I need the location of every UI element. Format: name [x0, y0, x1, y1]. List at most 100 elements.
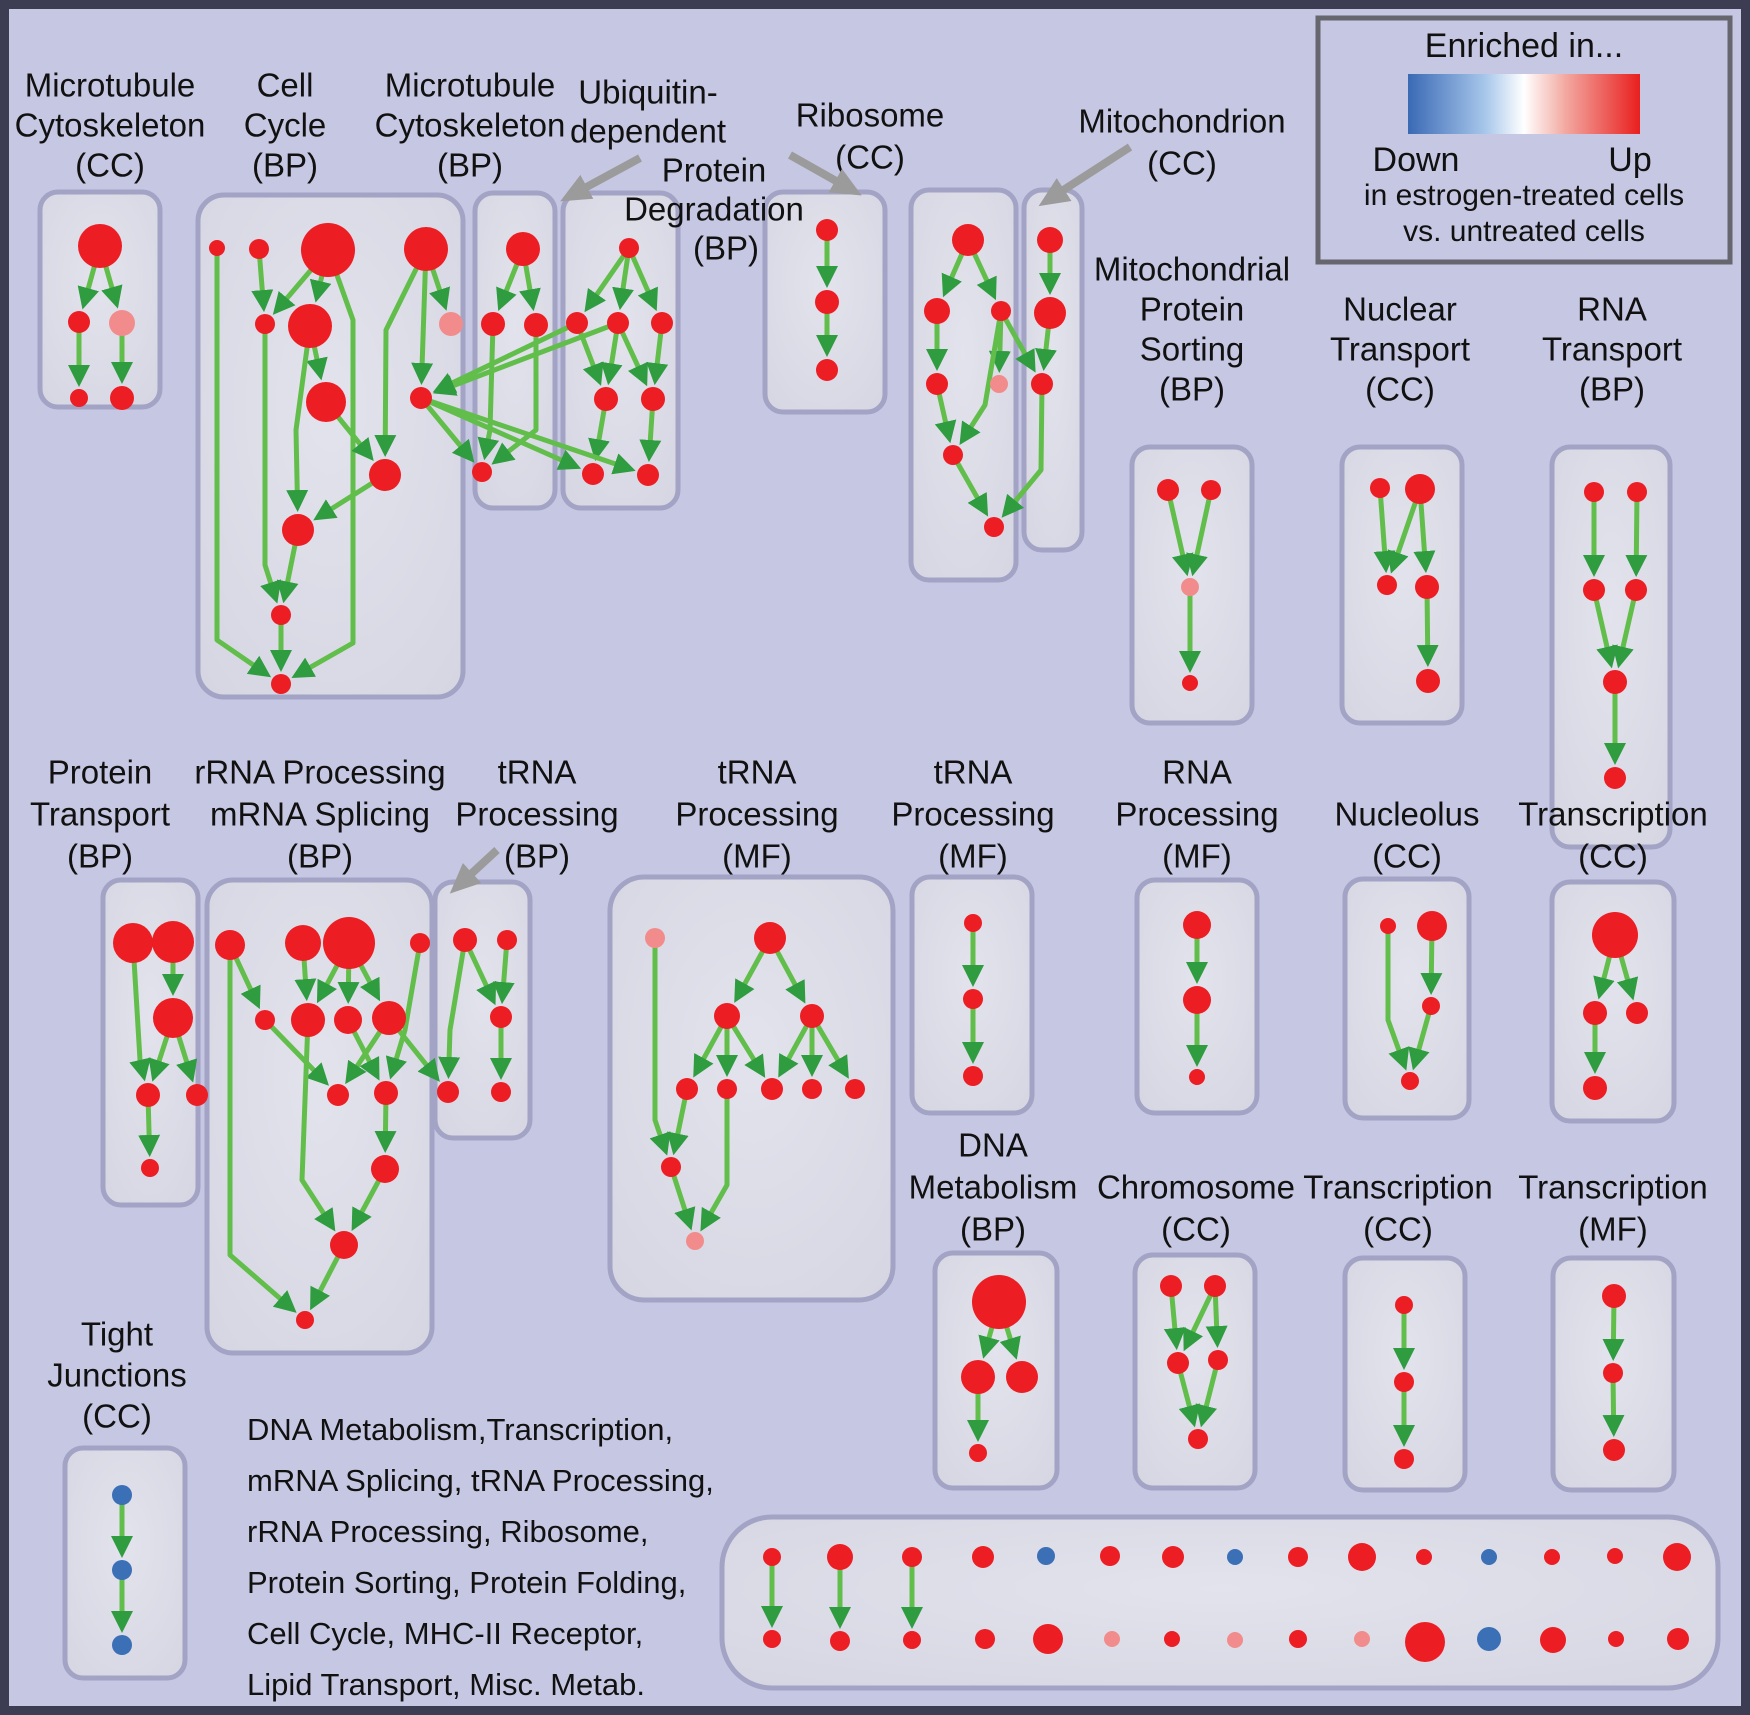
edge-arrow-rrna-mrna-bp	[227, 945, 297, 1313]
go-term-node-misc-cluster	[1667, 1628, 1689, 1650]
go-term-node-ubiquitin-degradation-a	[619, 238, 639, 258]
edge-arrow-rrna-mrna-bp	[385, 942, 423, 1080]
labels-layer: Microtubule Cytoskeleton (CC) Cell Cycle (BP)…	[15, 67, 1708, 1702]
go-term-node-trna-processing-mf-1	[761, 1078, 783, 1100]
cluster-label-transcription-cc-2: Transcription (CC)	[1303, 1169, 1493, 1248]
go-term-node-rrna-mrna-bp	[410, 933, 430, 953]
go-term-node-ribosome-cc	[952, 224, 984, 256]
go-term-node-mito-protein-sorting	[1181, 578, 1199, 596]
edge-arrow-rna-transport-bp	[1625, 491, 1648, 577]
go-term-node-ubiquitin-degradation-a	[594, 387, 618, 411]
go-term-node-misc-cluster	[1544, 1549, 1560, 1565]
go-term-node-ribosome-cc	[991, 301, 1011, 321]
go-term-node-misc-cluster	[975, 1629, 995, 1649]
go-term-node-ubiquitin-degradation-b	[816, 219, 838, 241]
cluster-label-nucleolus-cc: Nucleolus (CC)	[1335, 796, 1480, 875]
cluster-label-trna-processing-bp: tRNA Processing (BP)	[455, 754, 618, 875]
go-term-node-misc-cluster	[1481, 1549, 1497, 1565]
edge-arrow-ubiquitin-degradation-a	[584, 246, 632, 313]
go-term-node-misc-cluster	[903, 1631, 921, 1649]
edge-arrow-cell-cycle	[286, 325, 313, 512]
edge-arrow-cross	[432, 320, 579, 393]
go-term-node-transcription-mf	[1602, 1284, 1626, 1308]
go-term-node-rrna-mrna-bp	[371, 1155, 399, 1183]
nodes-layer	[68, 219, 1691, 1662]
go-term-node-trna-processing-bp	[437, 1081, 459, 1103]
go-term-node-tight-junctions-cc	[112, 1635, 132, 1655]
edge-arrow-nucleolus-cc	[1408, 1005, 1434, 1071]
go-term-node-cell-cycle	[301, 223, 355, 277]
go-term-node-misc-cluster	[1354, 1631, 1370, 1647]
go-term-node-misc-cluster	[1288, 1547, 1308, 1567]
go-term-node-dna-metabolism-bp	[972, 1275, 1026, 1329]
go-term-node-transcription-cc-2	[1394, 1449, 1414, 1469]
legend-subtitle-1: in estrogen-treated cells	[1364, 179, 1684, 212]
cluster-label-tight-junctions-cc: Tight Junctions (CC)	[47, 1316, 186, 1435]
go-term-node-trna-processing-mf-1	[754, 922, 786, 954]
go-term-node-transcription-cc-2	[1395, 1296, 1413, 1314]
go-term-node-misc-cluster	[1416, 1549, 1432, 1565]
go-term-node-chromosome-cc	[1160, 1275, 1182, 1297]
edge-arrow-mito-protein-sorting	[1165, 489, 1194, 577]
edge-arrow-trna-processing-bp	[438, 939, 468, 1079]
go-term-node-ubiquitin-degradation-a	[607, 312, 629, 334]
go-term-node-cell-cycle	[410, 387, 432, 409]
edge-arrow-mito-protein-sorting	[1186, 489, 1214, 577]
go-term-node-ubiquitin-degradation-a	[651, 312, 673, 334]
go-term-node-chromosome-cc	[1204, 1275, 1226, 1297]
legend-title: Enriched in...	[1425, 27, 1623, 65]
cluster-label-rna-transport-bp: RNA Transport (BP)	[1542, 291, 1682, 408]
cluster-label-transcription-mf: Transcription (MF)	[1518, 1169, 1708, 1248]
go-term-node-cell-cycle	[271, 674, 291, 694]
go-term-node-rna-transport-bp	[1583, 579, 1605, 601]
edge-arrow-trna-processing-mf-1	[700, 1089, 730, 1232]
edge-arrow-cross	[433, 320, 619, 396]
cluster-box-chromosome-cc	[1132, 1252, 1258, 1491]
go-term-node-trna-processing-mf-1	[714, 1003, 740, 1029]
go-term-node-mitochondrion-cc	[1034, 297, 1066, 329]
cluster-label-transcription-cc-1: Transcription (CC)	[1518, 796, 1708, 875]
go-term-node-misc-cluster	[763, 1548, 781, 1566]
cluster-label-nuclear-transport-cc: Nuclear Transport (CC)	[1330, 291, 1470, 408]
label-pointer-arrow	[449, 847, 500, 894]
go-term-node-misc-cluster	[1037, 1547, 1055, 1565]
go-term-node-microtubule-cc	[70, 389, 88, 407]
go-term-node-misc-cluster	[1477, 1627, 1501, 1651]
edge-arrow-cross	[420, 395, 636, 475]
edge-arrow-nucleolus-cc	[1385, 926, 1410, 1071]
go-term-node-microtubule-bp	[524, 313, 548, 337]
go-term-node-nuclear-transport-cc	[1416, 669, 1440, 693]
legend-down-label: Down	[1373, 141, 1460, 179]
go-term-node-cell-cycle	[439, 312, 463, 336]
go-term-node-microtubule-bp	[472, 462, 492, 482]
go-term-node-chromosome-cc	[1167, 1352, 1189, 1374]
go-term-node-trna-processing-mf-2	[963, 1066, 983, 1086]
go-term-node-misc-cluster	[1289, 1630, 1307, 1648]
go-term-node-ubiquitin-degradation-a	[641, 387, 665, 411]
edge-arrow-cell-cycle	[260, 324, 282, 604]
go-term-node-chromosome-cc	[1188, 1429, 1208, 1449]
go-term-node-mito-protein-sorting	[1157, 479, 1179, 501]
go-term-node-trna-processing-mf-1	[845, 1079, 865, 1099]
cluster-label-chromosome-cc: Chromosome (CC)	[1097, 1169, 1295, 1248]
edge-arrow-rrna-mrna-bp	[263, 1018, 329, 1086]
cluster-label-protein-transport-bp: Protein Transport (BP)	[30, 754, 170, 875]
go-term-node-misc-cluster	[1227, 1632, 1243, 1648]
edge-arrow-ribosome-cc	[959, 310, 1004, 445]
go-term-node-rrna-mrna-bp	[323, 917, 375, 969]
cluster-label-ribosome-cc: Ribosome (CC)	[796, 97, 945, 176]
go-term-node-misc-cluster	[1405, 1622, 1445, 1662]
go-term-node-transcription-cc-1	[1583, 1001, 1607, 1025]
go-term-node-ubiquitin-degradation-a	[582, 463, 604, 485]
go-term-node-transcription-mf	[1603, 1363, 1623, 1383]
go-term-node-ubiquitin-degradation-b	[815, 290, 839, 314]
edge-arrow-cell-cycle	[291, 249, 356, 679]
go-term-node-trna-processing-mf-1	[676, 1078, 698, 1100]
go-term-node-ribosome-cc	[926, 373, 948, 395]
cluster-box-misc-cluster	[719, 1514, 1721, 1691]
go-term-node-rrna-mrna-bp	[334, 1006, 362, 1034]
cluster-box-dna-metabolism-bp	[932, 1250, 1060, 1491]
